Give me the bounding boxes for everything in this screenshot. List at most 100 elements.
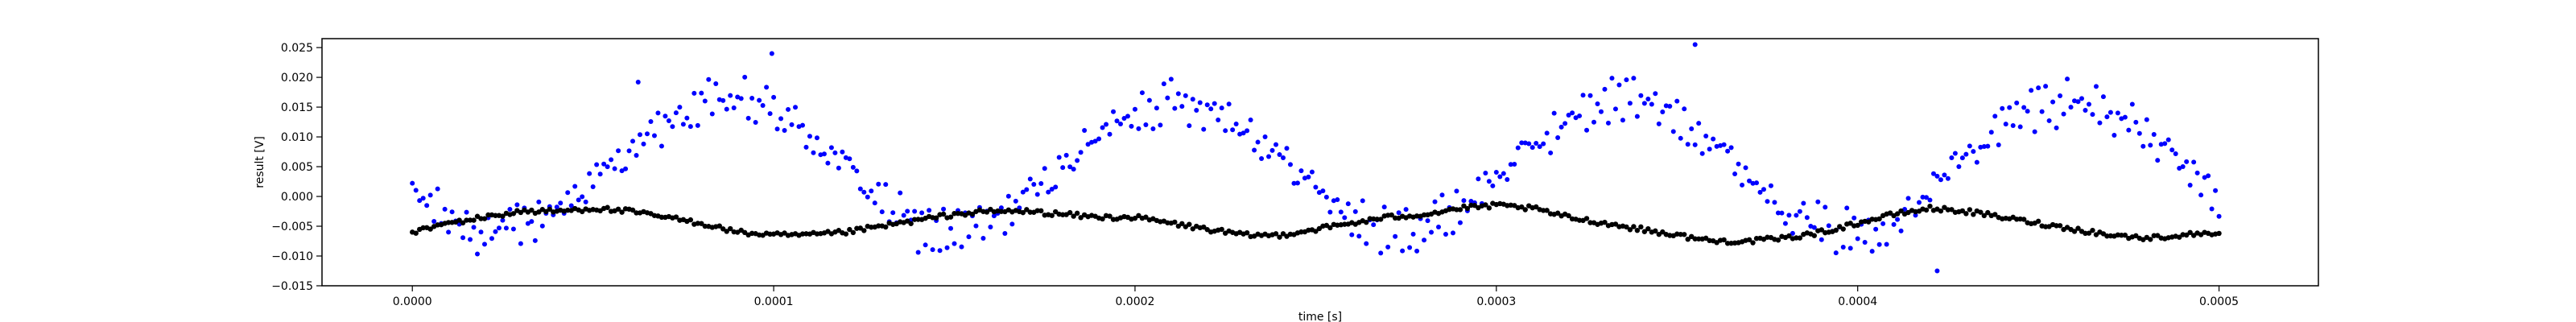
data-point [1880, 221, 1886, 226]
data-point [980, 236, 986, 241]
data-point [876, 181, 881, 187]
data-point [2184, 159, 2190, 164]
data-point [1530, 145, 1535, 151]
data-point [738, 96, 744, 101]
data-point [1266, 154, 1272, 159]
data-point [786, 106, 791, 112]
data-point [1534, 141, 1539, 147]
data-point [2107, 109, 2113, 115]
data-point [1107, 131, 1113, 137]
data-point [2029, 88, 2034, 93]
data-point [539, 223, 545, 229]
data-point [1233, 121, 1239, 126]
data-point [2133, 233, 2139, 239]
data-point [464, 217, 469, 223]
data-point [699, 90, 704, 96]
data-point [427, 226, 433, 232]
data-point [442, 206, 448, 212]
y-tick-label: 0.015 [281, 101, 313, 114]
data-point [580, 194, 585, 200]
data-point [1923, 195, 1929, 200]
data-point [1161, 81, 1166, 87]
data-point [2191, 159, 2197, 165]
data-point [1641, 229, 1648, 234]
data-point [1959, 155, 1965, 161]
x-tick-label: 0.0001 [754, 295, 794, 308]
data-point [597, 171, 603, 177]
data-point [850, 229, 857, 236]
series-layer [410, 42, 2222, 274]
data-point [854, 168, 860, 174]
data-point [825, 160, 831, 166]
data-point [966, 234, 972, 240]
data-point [720, 97, 726, 103]
data-point [1967, 207, 1973, 213]
data-point [1699, 151, 1705, 156]
data-point [1801, 200, 1806, 206]
data-point [1674, 98, 1680, 104]
data-point [1985, 209, 1991, 216]
data-point [532, 237, 538, 243]
data-point [1464, 205, 1471, 212]
data-point [1208, 106, 1214, 112]
data-point [959, 244, 964, 250]
data-point [1898, 208, 1904, 214]
data-point [493, 213, 498, 218]
data-point [634, 210, 639, 216]
data-point [500, 217, 506, 223]
data-point [601, 161, 607, 167]
data-point [857, 225, 864, 231]
x-tick-label: 0.0002 [1115, 295, 1154, 308]
data-point [1818, 237, 1824, 242]
data-point [1060, 165, 1066, 171]
data-point [1269, 147, 1275, 153]
data-point [782, 127, 787, 133]
data-point [1826, 223, 1831, 229]
data-point [760, 103, 766, 109]
data-point [464, 209, 469, 215]
data-point [1212, 101, 1217, 106]
data-point [1959, 208, 1966, 214]
data-point [1927, 197, 1933, 203]
data-point [869, 188, 874, 194]
data-point [1422, 237, 1427, 243]
data-point [1230, 127, 1236, 133]
data-point [1331, 198, 1336, 204]
data-point [1804, 215, 1810, 221]
data-point [749, 96, 755, 101]
data-point [410, 180, 415, 186]
data-point [1486, 205, 1492, 211]
data-point [716, 97, 722, 102]
data-point [2198, 192, 2204, 198]
data-point [1421, 212, 1427, 218]
data-point [782, 230, 787, 236]
data-point [1248, 118, 1253, 122]
x-tick-label: 0.0003 [1476, 295, 1516, 308]
data-point [2100, 94, 2106, 100]
data-point [2058, 93, 2063, 99]
data-point [2177, 165, 2182, 171]
x-axis-label: time [s] [1298, 311, 1342, 322]
data-point [927, 208, 932, 213]
data-point [1005, 193, 1011, 199]
y-tick-label: −0.015 [271, 280, 313, 293]
data-point [1765, 199, 1770, 204]
data-point [1884, 242, 1889, 247]
data-point [518, 209, 524, 216]
data-point [1371, 222, 1377, 228]
data-point [1505, 176, 1510, 182]
data-point [1833, 227, 1839, 233]
data-point [1483, 202, 1488, 208]
data-point [1461, 203, 1467, 208]
data-point [420, 225, 426, 231]
data-point [1786, 233, 1792, 239]
data-point [1342, 215, 1348, 221]
data-point [1493, 169, 1499, 175]
data-point [2148, 142, 2153, 148]
data-point [1649, 101, 1654, 107]
data-point [883, 224, 889, 230]
data-point [1631, 224, 1637, 229]
data-point [2173, 151, 2178, 156]
data-point [1555, 134, 1561, 140]
data-point [1377, 217, 1384, 222]
